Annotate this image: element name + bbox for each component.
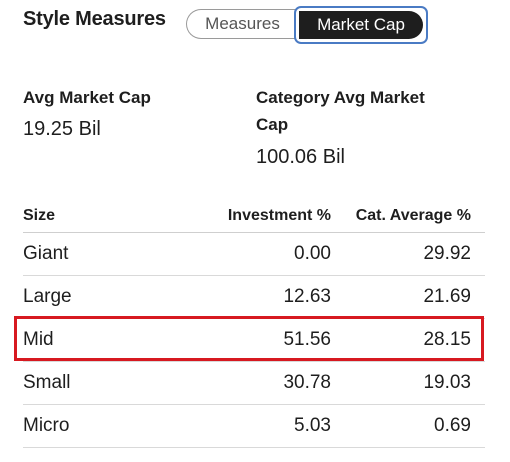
view-toggle: Measures Market Cap [186, 6, 428, 44]
table-row: Giant 0.00 29.92 [23, 233, 485, 276]
table-header: Size Investment % Cat. Average % [23, 200, 485, 233]
cat-average-value: 28.15 [423, 329, 471, 350]
tab-market-cap-label: Market Cap [299, 11, 423, 39]
market-cap-table: Size Investment % Cat. Average % Giant 0… [23, 200, 485, 448]
category-avg-market-cap-value: 100.06 Bil [256, 146, 345, 168]
cat-average-value: 19.03 [423, 372, 471, 393]
table-row-highlighted: Mid 51.56 28.15 [23, 319, 485, 362]
category-avg-market-cap-label-line1: Category Avg Market [256, 88, 425, 107]
size-label: Micro [23, 415, 70, 436]
investment-value: 5.03 [294, 415, 331, 436]
tab-measures[interactable]: Measures [186, 9, 298, 39]
category-avg-market-cap-label-line2: Cap [256, 115, 289, 134]
cat-average-value: 21.69 [423, 286, 471, 307]
investment-value: 51.56 [283, 329, 331, 350]
avg-market-cap-value: 19.25 Bil [23, 118, 101, 140]
size-label: Giant [23, 243, 69, 264]
table-row: Micro 5.03 0.69 [23, 405, 485, 448]
table-row: Small 30.78 19.03 [23, 362, 485, 405]
cat-average-value: 0.69 [434, 415, 471, 436]
avg-market-cap-label: Avg Market Cap [23, 88, 151, 107]
column-header-cat-average: Cat. Average % [355, 207, 471, 224]
tab-market-cap[interactable]: Market Cap [294, 6, 428, 44]
table-row: Large 12.63 21.69 [23, 276, 485, 319]
column-header-size: Size [23, 207, 56, 224]
column-header-investment: Investment % [227, 207, 331, 224]
investment-value: 30.78 [283, 372, 331, 393]
investment-value: 12.63 [283, 286, 331, 307]
size-label: Mid [23, 329, 54, 350]
size-label: Large [23, 286, 72, 307]
section-title: Style Measures [23, 8, 166, 30]
investment-value: 0.00 [294, 243, 331, 264]
size-label: Small [23, 372, 71, 393]
cat-average-value: 29.92 [423, 243, 471, 264]
